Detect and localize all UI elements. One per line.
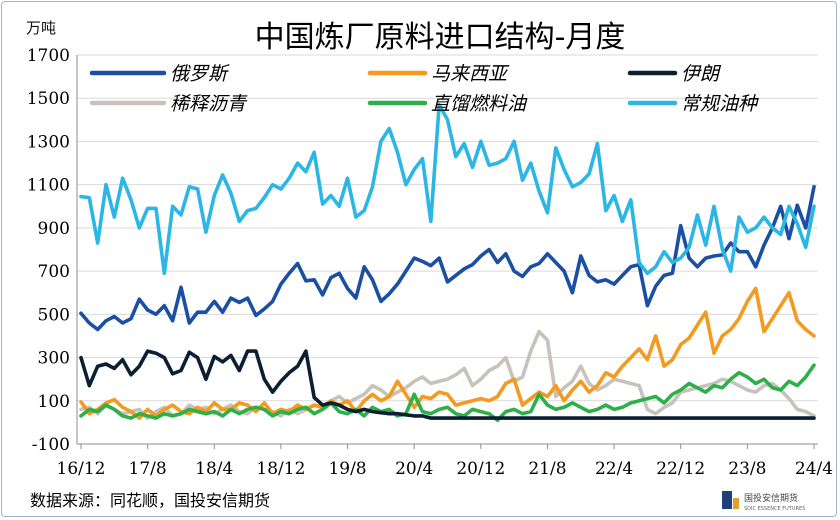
y-tick-label: 700 <box>38 262 70 282</box>
legend-label-1: 马来西亚 <box>431 63 510 85</box>
logo-mark-accent <box>733 498 739 509</box>
y-tick-label: 100 <box>38 392 70 412</box>
x-tick-label: 20/4 <box>395 459 433 479</box>
series-line-5 <box>79 102 816 276</box>
x-tick-label: 23/8 <box>728 459 766 479</box>
x-tick-label: 18/4 <box>195 459 233 479</box>
series-line-4 <box>79 363 816 423</box>
logo-cn-text: 国投安信期货 <box>744 492 798 504</box>
legend-label-5: 常规油种 <box>681 93 759 115</box>
y-tick-label: 1100 <box>27 176 70 196</box>
legend-label-4: 直馏燃料油 <box>431 93 528 115</box>
y-unit-label: 万吨 <box>26 19 56 37</box>
x-tick-label: 19/8 <box>328 459 366 479</box>
x-tick-label: 17/8 <box>129 459 167 479</box>
x-tick-label: 20/12 <box>456 459 505 479</box>
legend-label-2: 伊朗 <box>681 63 722 85</box>
chart-title: 中国炼厂原料进口结构-月度 <box>255 20 626 55</box>
x-tick-label: 22/12 <box>656 459 705 479</box>
y-tick-label: 500 <box>38 305 70 325</box>
x-tick-label: 21/8 <box>528 459 566 479</box>
series-line-0 <box>79 185 816 332</box>
series-lines <box>79 102 816 423</box>
source-note: 数据来源：同花顺，国投安信期货 <box>30 491 270 510</box>
legend-label-3: 稀释沥青 <box>170 93 248 115</box>
legend-label-0: 俄罗斯 <box>170 63 230 85</box>
x-tick-label: 22/4 <box>595 459 633 479</box>
y-tick-label: 1300 <box>27 132 70 152</box>
x-tick-label: 18/12 <box>256 459 305 479</box>
x-tick-label: 16/12 <box>57 459 106 479</box>
logo-en-text: SDIC ESSENCE FUTURES <box>744 506 805 512</box>
axes <box>76 55 818 449</box>
series-line-2 <box>79 349 816 420</box>
y-tick-label: 900 <box>38 219 70 239</box>
series-line-1 <box>79 286 816 420</box>
series-line-3 <box>79 329 816 420</box>
y-tick-label: 1700 <box>27 46 70 66</box>
x-tick-labels: 16/12 17/8 18/4 18/12 19/8 20/4 20/12 21/8 22/4 2… <box>57 459 834 479</box>
logo-mark <box>722 491 732 509</box>
y-tick-label: -100 <box>32 435 70 455</box>
brand-logo: 国投安信期货 SDIC ESSENCE FUTURES <box>722 491 805 512</box>
x-tick-label: 24/4 <box>795 459 833 479</box>
y-tick-label: 300 <box>38 349 70 369</box>
y-tick-label: 1500 <box>27 89 70 109</box>
y-tick-labels: -100 100 300 500 700 900 1100 1300 1500 1700 <box>27 46 70 455</box>
